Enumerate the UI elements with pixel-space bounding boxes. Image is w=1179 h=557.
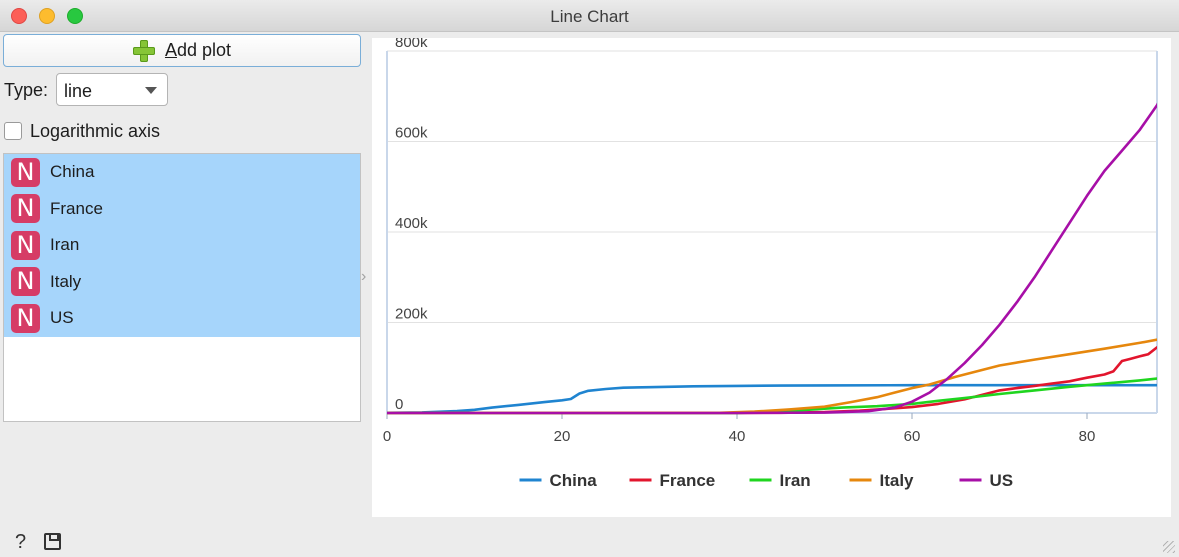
- x-tick-label: 40: [729, 428, 746, 445]
- series-line-france: [387, 346, 1157, 415]
- chevron-down-icon: [145, 87, 157, 94]
- numeric-variable-icon: N: [11, 303, 40, 333]
- list-item-label: Iran: [50, 235, 80, 255]
- list-item-china[interactable]: N China: [4, 154, 360, 191]
- close-window-button[interactable]: [11, 8, 27, 24]
- log-axis-checkbox[interactable]: [4, 122, 22, 140]
- type-label: Type:: [4, 80, 49, 100]
- y-tick-label: 200k: [395, 306, 428, 323]
- legend-label-iran: Iran: [780, 471, 811, 490]
- minimize-window-button[interactable]: [39, 8, 55, 24]
- series-line-italy: [387, 338, 1157, 415]
- add-plus-icon: [132, 39, 155, 62]
- list-item-us[interactable]: N US: [4, 300, 360, 337]
- series-line-china: [387, 383, 1157, 415]
- window-title: Line Chart: [550, 7, 629, 26]
- zoom-window-button[interactable]: [67, 8, 83, 24]
- resize-grip[interactable]: [1163, 541, 1175, 553]
- help-icon[interactable]: ?: [15, 531, 27, 553]
- list-item-italy[interactable]: N Italy: [4, 263, 360, 300]
- y-tick-label: 0: [395, 396, 403, 413]
- y-tick-label: 400k: [395, 215, 428, 232]
- legend-label-china: China: [550, 471, 598, 490]
- log-axis-label[interactable]: Logarithmic axis: [30, 121, 161, 141]
- list-item-label: Italy: [50, 271, 82, 291]
- x-tick-label: 60: [904, 428, 921, 445]
- add-plot-button[interactable]: Add plot: [3, 34, 361, 67]
- save-icon[interactable]: [44, 533, 61, 550]
- add-plot-label: Add plot: [164, 40, 232, 60]
- legend-label-us: US: [990, 471, 1014, 490]
- numeric-variable-icon: N: [11, 194, 40, 224]
- type-select-value: line: [64, 81, 93, 101]
- legend-label-france: France: [660, 471, 716, 490]
- list-item-label: France: [50, 198, 103, 218]
- numeric-variable-icon: N: [11, 157, 40, 187]
- list-item-iran[interactable]: N Iran: [4, 227, 360, 264]
- list-item-label: China: [50, 162, 95, 182]
- numeric-variable-icon: N: [11, 267, 40, 297]
- series-line-us: [387, 102, 1157, 415]
- legend-label-italy: Italy: [880, 471, 915, 490]
- list-item-france[interactable]: N France: [4, 190, 360, 227]
- x-tick-label: 80: [1079, 428, 1096, 445]
- chart-panel: 0 200k 400k 600k 800k 0 20 40 60 80 China France Ira…: [372, 38, 1171, 517]
- series-line-iran: [387, 377, 1157, 415]
- y-tick-label: 600k: [395, 125, 428, 142]
- y-tick-label: 800k: [395, 38, 428, 51]
- variable-list[interactable]: N China N France N Iran N Italy N US: [3, 153, 361, 422]
- splitter-chevron-right-icon[interactable]: ›: [361, 268, 367, 285]
- line-chart: 0 200k 400k 600k 800k 0 20 40 60 80 China France Ira…: [383, 38, 1158, 490]
- title-bar: Line Chart: [0, 0, 1179, 32]
- list-item-label: US: [50, 308, 74, 328]
- x-tick-label: 0: [383, 428, 391, 445]
- numeric-variable-icon: N: [11, 230, 40, 260]
- type-select[interactable]: line: [56, 73, 168, 106]
- x-tick-label: 20: [554, 428, 571, 445]
